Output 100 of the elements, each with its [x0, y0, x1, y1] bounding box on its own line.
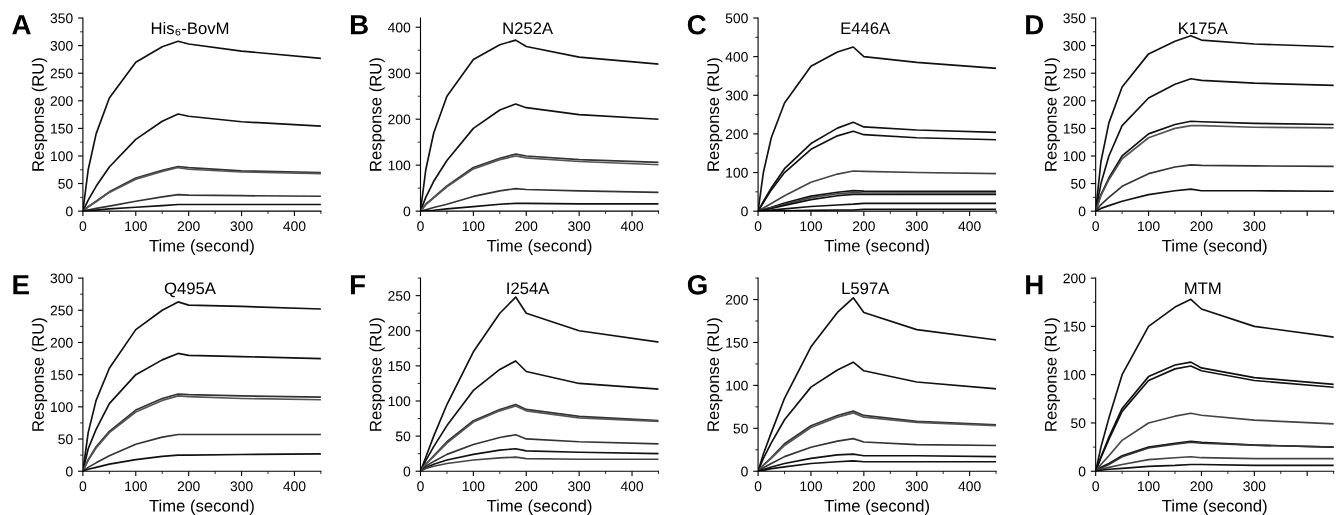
- x-tick-label: 100: [125, 221, 147, 232]
- text: G: [687, 274, 707, 295]
- y-tick-label: 50: [733, 423, 748, 434]
- x-axis-title: Time (second): [1162, 499, 1267, 515]
- y-tick-label: 0: [1078, 466, 1086, 477]
- x-tick-label: 100: [800, 221, 823, 232]
- x-tick-label: 200: [515, 481, 538, 492]
- y-tick-label: 150: [51, 370, 73, 380]
- x-tick-label: 100: [462, 481, 485, 492]
- y-tick-label: 300: [388, 68, 411, 79]
- x-tick-label: 400: [283, 221, 306, 232]
- text: B: [350, 15, 368, 35]
- y-tick-label: 250: [1063, 68, 1086, 79]
- x-tick-label: 300: [905, 481, 928, 492]
- y-tick-label: 200: [50, 96, 73, 106]
- y-tick-label: 100: [51, 151, 73, 162]
- y-tick-label: 0: [741, 206, 748, 217]
- x-axis-title: Time (second): [824, 499, 929, 515]
- x-axis-title: Time (second): [486, 239, 592, 255]
- y-axis-title: Response (RU): [1044, 58, 1060, 171]
- x-tick-label: 0: [754, 481, 762, 492]
- y-tick-label: 200: [388, 114, 411, 125]
- x-axis-title: Time (second): [824, 239, 929, 255]
- x-tick-label: 100: [125, 481, 147, 492]
- y-tick-label: 300: [50, 273, 73, 284]
- text: A: [12, 15, 31, 35]
- y-tick-label: 100: [388, 160, 411, 171]
- x-tick-label: 100: [462, 221, 485, 232]
- y-tick-label: 100: [1063, 370, 1086, 380]
- y-tick-label: 200: [388, 326, 411, 336]
- y-tick-label: 200: [725, 129, 748, 140]
- y-tick-label: 0: [403, 206, 411, 217]
- y-tick-label: 350: [50, 13, 73, 24]
- y-axis-title: Response (RU): [31, 58, 48, 171]
- y-tick-label: 100: [388, 396, 411, 407]
- y-tick-label: 300: [1063, 40, 1086, 51]
- x-axis-title: Time (second): [149, 239, 254, 255]
- y-tick-label: 150: [1063, 321, 1086, 332]
- x-tick-label: 300: [230, 221, 253, 232]
- x-axis-title: Time (second): [486, 499, 592, 515]
- chart-title: MTM: [1185, 282, 1221, 295]
- y-tick-label: 300: [50, 40, 73, 51]
- y-tick-label: 50: [395, 431, 411, 442]
- chart-title: L597A: [842, 282, 890, 295]
- x-tick-label: 200: [852, 481, 875, 492]
- x-tick-label: 0: [1092, 481, 1099, 492]
- x-tick-label: 200: [1190, 481, 1213, 492]
- chart-title: K175A: [1179, 22, 1228, 35]
- text: H: [1026, 275, 1043, 295]
- x-tick-label: 400: [958, 481, 981, 492]
- x-tick-label: 400: [620, 221, 644, 232]
- x-tick-label: 300: [905, 221, 928, 232]
- y-tick-label: 0: [1078, 206, 1086, 217]
- x-tick-label: 100: [1138, 221, 1160, 232]
- x-tick-label: 400: [958, 221, 981, 232]
- x-tick-label: 0: [417, 221, 424, 232]
- chart-title: N252A: [503, 22, 554, 35]
- y-tick-label: 250: [50, 68, 73, 79]
- y-tick-label: 100: [51, 402, 73, 413]
- y-tick-label: 500: [725, 13, 748, 24]
- x-tick-label: 200: [515, 221, 538, 232]
- y-tick-label: 150: [1063, 123, 1086, 134]
- y-tick-label: 400: [387, 22, 411, 33]
- y-tick-label: 50: [1071, 418, 1086, 429]
- x-tick-label: 0: [1092, 221, 1099, 232]
- x-tick-label: 300: [1243, 221, 1266, 232]
- y-tick-label: 200: [50, 337, 73, 348]
- x-tick-label: 200: [177, 221, 200, 232]
- x-tick-label: 400: [620, 481, 644, 492]
- y-tick-label: 200: [1063, 96, 1086, 106]
- y-tick-label: 150: [388, 361, 411, 372]
- x-tick-label: 200: [177, 481, 200, 492]
- chart-title: I254A: [507, 282, 550, 295]
- text: E: [13, 275, 29, 295]
- y-axis-title: Response (RU): [31, 318, 48, 431]
- y-tick-label: 100: [1063, 151, 1086, 162]
- text: D: [1026, 15, 1044, 35]
- x-tick-label: 0: [79, 481, 87, 492]
- text: C: [687, 14, 706, 35]
- y-axis-title: Response (RU): [369, 318, 385, 431]
- x-tick-label: 300: [568, 221, 591, 232]
- y-tick-label: 400: [725, 51, 748, 62]
- chart-title: His₆-BovM: [151, 21, 229, 36]
- y-tick-label: 50: [1071, 178, 1086, 189]
- y-tick-label: 50: [58, 178, 73, 189]
- y-axis-title: Response (RU): [706, 58, 723, 171]
- y-tick-label: 0: [741, 466, 748, 477]
- y-axis-title: Response (RU): [369, 58, 385, 171]
- x-tick-label: 100: [1138, 481, 1160, 492]
- y-tick-label: 0: [65, 206, 73, 217]
- y-axis-title: Response (RU): [706, 318, 723, 431]
- x-tick-label: 0: [417, 481, 424, 492]
- text: F: [350, 275, 366, 295]
- y-tick-label: 300: [725, 90, 748, 101]
- y-tick-label: 100: [726, 380, 748, 391]
- y-tick-label: 350: [1063, 13, 1086, 24]
- x-tick-label: 300: [568, 481, 591, 492]
- y-tick-label: 200: [725, 294, 748, 305]
- x-tick-label: 0: [79, 221, 87, 232]
- chart-title: E446A: [841, 22, 891, 35]
